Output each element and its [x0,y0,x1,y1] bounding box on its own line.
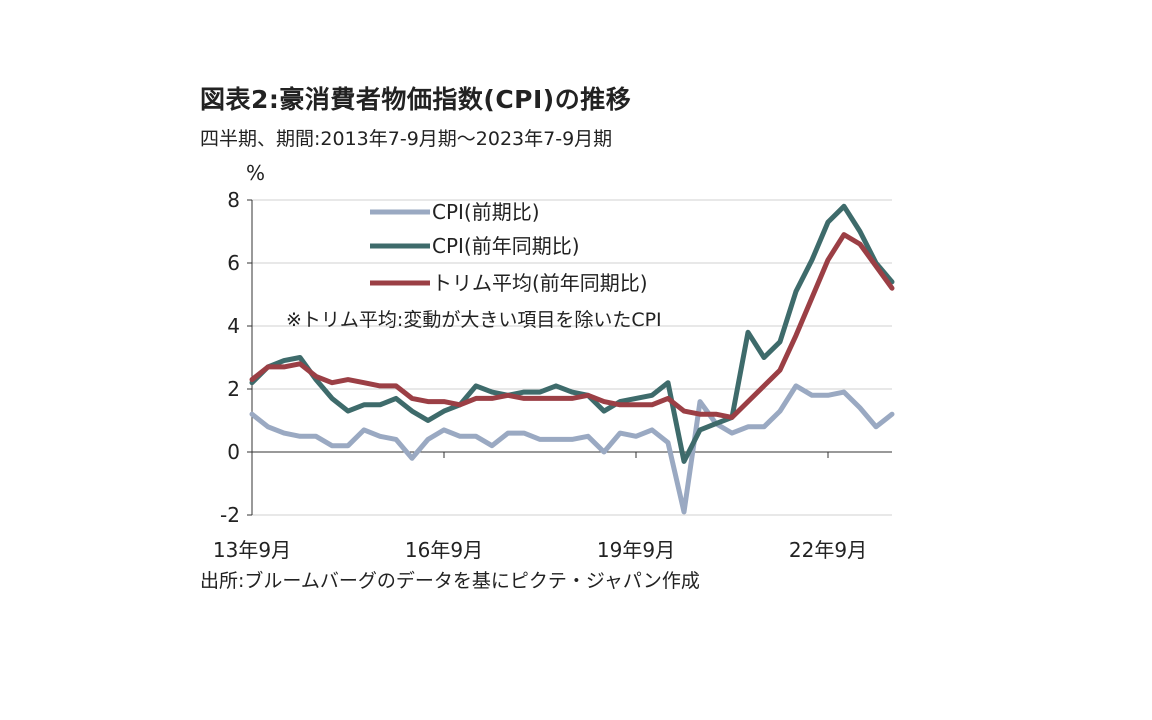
y-tick-label: 2 [227,377,240,401]
chart-source: 出所:ブルームバーグのデータを基にピクテ・ジャパン作成 [200,570,700,592]
x-tick-label: 22年9月 [789,538,867,562]
legend-label-1: CPI(前期比) [432,200,540,224]
chart-subtitle: 四半期、期間:2013年7-9月期〜2023年7-9月期 [200,128,613,150]
chart-note: ※トリム平均:変動が大きい項目を除いたCPI [286,309,662,331]
y-tick-label: 4 [227,314,240,338]
series-line-3 [249,232,895,420]
y-tick-label: -2 [220,503,240,527]
x-tick-label: 16年9月 [405,538,483,562]
series-line-2 [249,203,895,464]
chart-title: 図表2:豪消費者物価指数(CPI)の推移 [200,85,632,114]
legend-label-3: トリム平均(前年同期比) [432,271,648,295]
grid-lines [252,199,892,516]
y-tick-label: 6 [227,251,240,275]
y-axis-unit: % [246,161,265,185]
legend: CPI(前期比) CPI(前年同期比) トリム平均(前年同期比) [370,200,648,295]
y-tick-label: 0 [227,440,240,464]
legend-label-2: CPI(前年同期比) [432,234,580,258]
series-lines [249,203,895,515]
series-line-1 [249,383,895,515]
x-tick-label: 19年9月 [597,538,675,562]
axes: -2 0 2 4 6 8 13年9月 16年9月 19年9月 22年9月 [213,188,892,562]
x-tick-label: 13年9月 [213,538,291,562]
y-tick-label: 8 [227,188,240,212]
